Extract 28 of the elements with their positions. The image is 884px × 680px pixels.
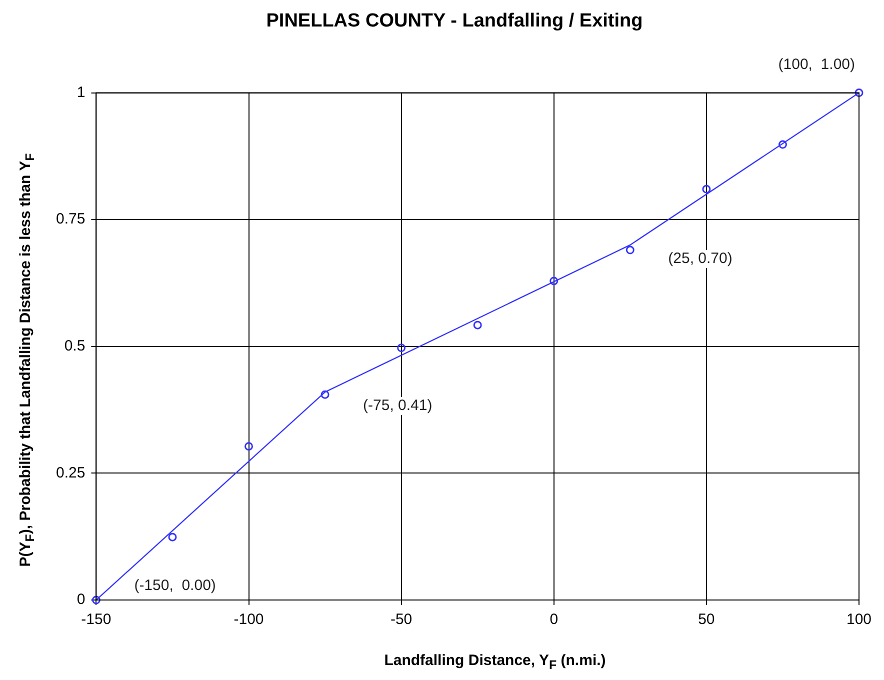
y-tick-label: 0.75: [56, 210, 86, 228]
point: [626, 246, 634, 254]
x-axis-title: Landfalling Distance, Y$_{F}$ (n.mi.): [383, 652, 607, 672]
point: [854, 88, 864, 98]
point: [397, 344, 406, 352]
x-tick-label: 50: [698, 611, 715, 628]
point: [168, 532, 177, 542]
point: [320, 390, 330, 399]
y-tick-label: 0.25: [56, 464, 86, 482]
annotation: (-150, 0.00): [134, 577, 216, 594]
x-tick-label: -150: [81, 611, 112, 628]
point: [550, 276, 558, 286]
y-tick-label: 1: [76, 84, 86, 101]
annotation: (25, 0.70): [668, 250, 732, 268]
annotation: (100, 1.00): [778, 56, 856, 73]
point: [778, 140, 787, 149]
point: [473, 320, 482, 330]
x-tick-label: 0: [550, 611, 558, 628]
point: [92, 596, 100, 604]
annotation: (-75, 0.41): [363, 397, 432, 414]
point: [702, 184, 711, 194]
x-tick-label: 100: [846, 611, 872, 628]
x-tick-label: -50: [390, 611, 412, 628]
point: [244, 442, 254, 451]
x-tick-label: -100: [234, 611, 264, 628]
y-tick-label: 0: [76, 591, 86, 608]
chart-title: PINELLAS COUNTY - Landfalling / Exiting: [266, 10, 643, 32]
y-tick-label: 0.5: [64, 338, 86, 355]
